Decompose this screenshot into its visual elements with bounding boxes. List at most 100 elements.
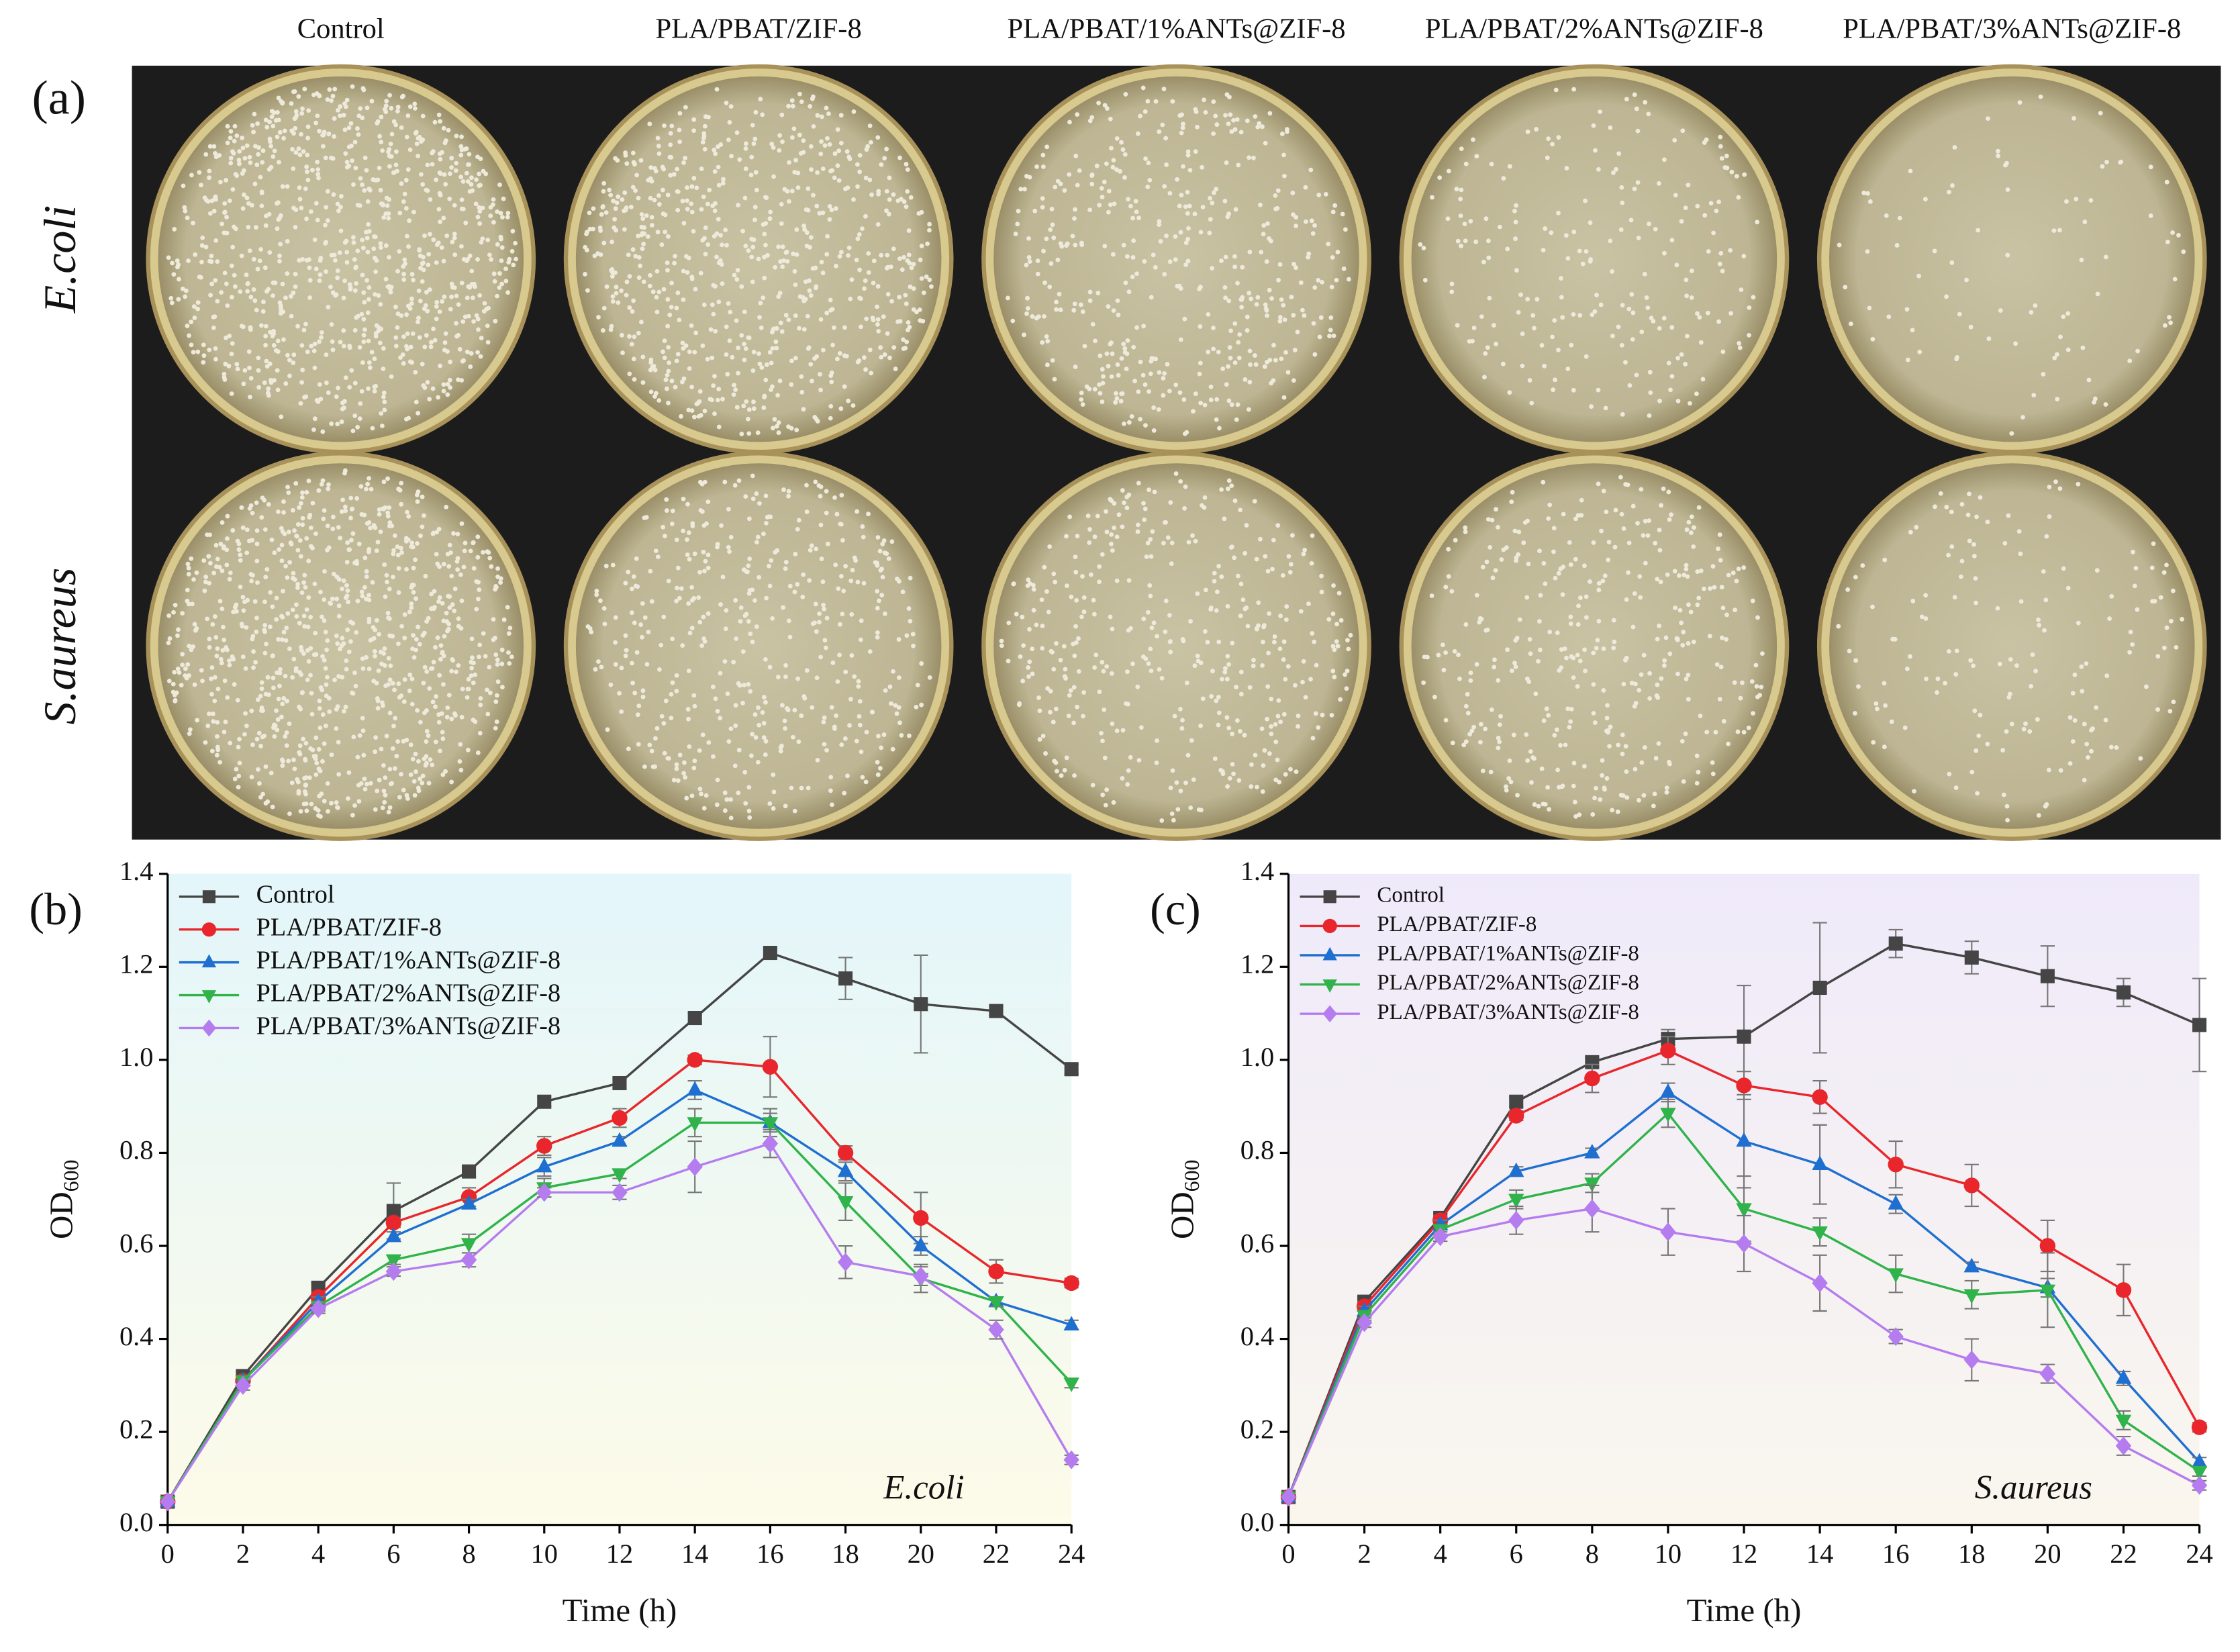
colony (396, 590, 401, 595)
colony (393, 335, 399, 340)
colony (799, 785, 804, 791)
colony (780, 139, 785, 144)
colony (681, 346, 686, 351)
colony (701, 806, 707, 811)
colony (1507, 390, 1512, 395)
colony (1595, 638, 1600, 642)
colony (364, 278, 369, 283)
colony (456, 624, 461, 629)
colony (1249, 762, 1254, 767)
colony (795, 185, 801, 190)
colony (1917, 349, 1922, 354)
colony (712, 411, 717, 416)
colony (723, 228, 728, 233)
colony (301, 149, 306, 154)
colony (2148, 213, 2153, 218)
colony (1026, 674, 1031, 679)
colony (407, 218, 411, 224)
colony (1952, 595, 1957, 600)
colony (832, 151, 838, 156)
colony (452, 232, 457, 237)
colony (189, 342, 194, 348)
colony (1200, 503, 1204, 508)
colony (1459, 187, 1464, 193)
colony (1441, 667, 1447, 673)
colony (1486, 238, 1491, 244)
colony (1626, 540, 1632, 546)
colony (346, 144, 352, 150)
colony (1113, 400, 1118, 405)
colony (592, 253, 597, 258)
colony (454, 293, 459, 299)
colony (1032, 208, 1038, 213)
colony (1747, 332, 1751, 338)
marker (310, 1299, 326, 1318)
colony (761, 735, 767, 740)
colony (849, 653, 855, 658)
colony (724, 242, 729, 248)
colony (794, 428, 799, 432)
colony (927, 228, 932, 233)
colony (1547, 502, 1553, 507)
colony (721, 177, 726, 182)
colony (1182, 316, 1187, 322)
colony (475, 316, 481, 322)
colony (905, 189, 910, 194)
colony (657, 202, 662, 207)
colony (1944, 294, 1949, 299)
colony (1686, 673, 1691, 678)
colony (411, 583, 416, 587)
colony (434, 260, 439, 265)
colony (1044, 236, 1049, 242)
colony (636, 742, 641, 747)
colony (1275, 205, 1280, 211)
colony (1051, 571, 1057, 577)
colony (1040, 624, 1045, 628)
colony (1040, 152, 1046, 158)
colony (834, 356, 840, 362)
colony (1182, 505, 1187, 511)
colony (1520, 331, 1525, 336)
colony (1151, 620, 1157, 626)
colony (1459, 243, 1463, 248)
colony (1680, 128, 1686, 134)
colony (1073, 624, 1078, 629)
colony (757, 722, 762, 728)
colony (320, 614, 324, 620)
colony (399, 313, 404, 318)
colony (313, 266, 319, 272)
colony (1181, 397, 1187, 402)
colony (2074, 197, 2079, 201)
colony (1616, 742, 1620, 748)
colony (796, 518, 801, 523)
colony (684, 795, 689, 801)
colony (255, 121, 260, 126)
colony (1169, 811, 1175, 816)
colony (1686, 520, 1692, 525)
colony (785, 706, 789, 711)
colony (1220, 771, 1226, 777)
colony (1271, 342, 1276, 348)
colony (499, 281, 505, 287)
colony (185, 324, 190, 328)
marker (201, 954, 217, 968)
colony (458, 572, 463, 577)
colony (485, 549, 490, 554)
colony (395, 544, 400, 549)
colony (844, 149, 850, 154)
colony (450, 602, 455, 607)
colony (641, 242, 646, 246)
colony (257, 258, 262, 264)
colony (1135, 522, 1140, 528)
colony (893, 703, 898, 708)
colony (433, 739, 438, 744)
colony (1524, 732, 1529, 737)
colony (1582, 563, 1587, 569)
marker (1964, 950, 1979, 965)
colony (404, 234, 409, 239)
colony (291, 290, 296, 295)
colony (359, 389, 364, 394)
colony (750, 244, 756, 250)
colony (1312, 285, 1318, 290)
colony (1739, 287, 1744, 293)
